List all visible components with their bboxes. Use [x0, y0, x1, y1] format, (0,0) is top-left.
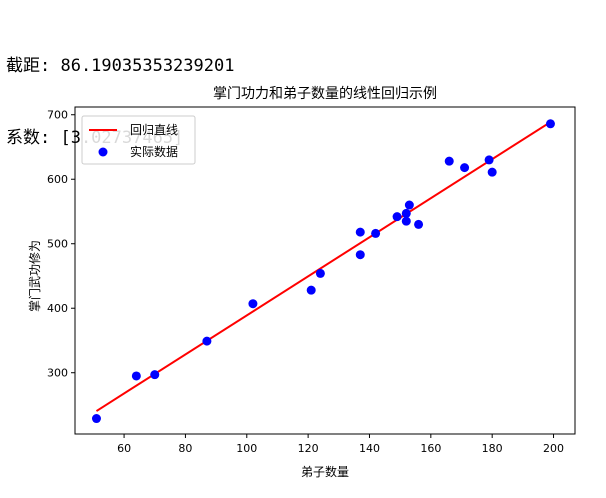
- intercept-output: 截距: 86.19035353239201: [6, 56, 235, 76]
- y-axis-label: 掌门武功修为: [27, 240, 42, 312]
- data-point: [392, 212, 402, 222]
- data-point: [371, 228, 381, 238]
- x-tick-label: 120: [298, 442, 319, 455]
- data-point: [444, 156, 454, 166]
- data-point: [315, 268, 325, 278]
- x-tick-label: 100: [236, 442, 257, 455]
- data-point: [202, 336, 212, 346]
- legend-label-marker: 实际数据: [130, 144, 178, 159]
- data-point: [355, 250, 365, 260]
- chart-title: 掌门功力和弟子数量的线性回归示例: [213, 85, 437, 102]
- data-point: [150, 370, 160, 380]
- x-tick-label: 160: [420, 442, 441, 455]
- y-tick-label: 600: [47, 173, 68, 186]
- data-point: [355, 227, 365, 237]
- regression-line: [95, 121, 551, 412]
- data-point: [401, 216, 411, 226]
- data-point: [91, 414, 101, 424]
- x-tick-label: 80: [178, 442, 192, 455]
- data-point: [248, 299, 258, 309]
- x-tick-label: 140: [359, 442, 380, 455]
- data-point: [414, 219, 424, 229]
- y-axis-ticks: 300 400 500 600 700: [47, 109, 75, 380]
- data-point: [404, 200, 414, 210]
- data-point: [131, 371, 141, 381]
- legend: 回归直线 实际数据: [81, 115, 196, 165]
- data-point: [545, 119, 555, 129]
- x-tick-label: 200: [543, 442, 564, 455]
- legend-marker-swatch: [98, 147, 108, 157]
- legend-frame: [81, 115, 196, 165]
- y-tick-label: 700: [47, 109, 68, 122]
- data-point: [306, 285, 316, 295]
- y-tick-label: 400: [47, 302, 68, 315]
- legend-label-line: 回归直线: [130, 123, 178, 137]
- data-point: [460, 163, 470, 173]
- plot-frame: [74, 106, 576, 435]
- x-axis-label: 弟子数量: [301, 464, 349, 479]
- y-tick-label: 300: [47, 367, 68, 380]
- y-tick-label: 500: [47, 238, 68, 251]
- x-tick-label: 60: [117, 442, 131, 455]
- x-axis-ticks: 60 80 100 120 140 160 180 200: [117, 434, 564, 455]
- plot-area: [91, 119, 555, 424]
- x-tick-label: 180: [482, 442, 503, 455]
- data-point: [401, 208, 411, 218]
- data-point: [487, 167, 497, 177]
- data-point: [484, 155, 494, 165]
